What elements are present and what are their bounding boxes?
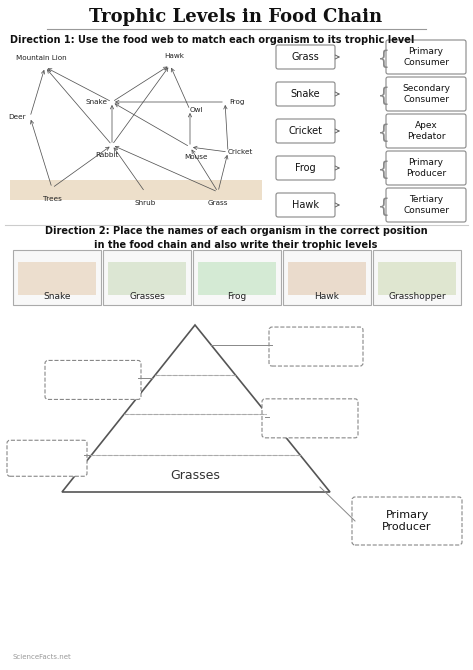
Text: Grasses: Grasses xyxy=(129,292,165,301)
Text: Tertiary
Consumer: Tertiary Consumer xyxy=(403,195,449,214)
FancyBboxPatch shape xyxy=(288,262,366,295)
Text: ScienceFacts.net: ScienceFacts.net xyxy=(12,654,71,660)
Polygon shape xyxy=(10,180,262,200)
Text: Grasses: Grasses xyxy=(170,469,220,482)
Text: Primary
Consumer: Primary Consumer xyxy=(403,48,449,67)
Text: Primary
Producer: Primary Producer xyxy=(382,510,432,532)
FancyBboxPatch shape xyxy=(378,262,456,295)
Text: Shrub: Shrub xyxy=(134,200,156,206)
Text: }: } xyxy=(374,48,386,66)
Text: Frog: Frog xyxy=(229,99,245,105)
FancyBboxPatch shape xyxy=(276,193,335,217)
FancyBboxPatch shape xyxy=(269,327,363,366)
FancyBboxPatch shape xyxy=(18,262,96,295)
Text: Trees: Trees xyxy=(43,196,61,202)
Text: }: } xyxy=(374,84,386,103)
FancyBboxPatch shape xyxy=(386,151,466,185)
Text: Direction 1: Use the food web to match each organism to its trophic level: Direction 1: Use the food web to match e… xyxy=(10,35,414,45)
Text: Deer: Deer xyxy=(8,114,26,120)
FancyBboxPatch shape xyxy=(262,399,358,438)
FancyBboxPatch shape xyxy=(103,250,191,305)
Text: Frog: Frog xyxy=(295,163,316,173)
Polygon shape xyxy=(62,325,330,492)
Text: Secondary
Consumer: Secondary Consumer xyxy=(402,84,450,104)
FancyBboxPatch shape xyxy=(13,250,101,305)
Text: Trophic Levels in Food Chain: Trophic Levels in Food Chain xyxy=(89,8,383,26)
Text: Grass: Grass xyxy=(292,52,319,62)
FancyBboxPatch shape xyxy=(386,114,466,148)
FancyBboxPatch shape xyxy=(283,250,371,305)
Text: Snake: Snake xyxy=(291,89,320,99)
FancyBboxPatch shape xyxy=(373,250,461,305)
Text: Cricket: Cricket xyxy=(289,126,323,136)
Text: Primary
Producer: Primary Producer xyxy=(406,158,446,178)
Text: Frog: Frog xyxy=(228,292,246,301)
FancyBboxPatch shape xyxy=(276,119,335,143)
FancyBboxPatch shape xyxy=(45,360,141,399)
FancyBboxPatch shape xyxy=(7,440,87,476)
Text: Apex
Predator: Apex Predator xyxy=(407,121,445,141)
Text: Rabbit: Rabbit xyxy=(96,152,119,158)
Text: Hawk: Hawk xyxy=(292,200,319,210)
FancyBboxPatch shape xyxy=(386,40,466,74)
Text: Cricket: Cricket xyxy=(228,149,253,155)
Text: }: } xyxy=(374,196,386,214)
FancyBboxPatch shape xyxy=(198,262,276,295)
Text: Grass: Grass xyxy=(208,200,228,206)
FancyBboxPatch shape xyxy=(276,156,335,180)
Text: Owl: Owl xyxy=(189,107,203,113)
Text: Grasshopper: Grasshopper xyxy=(388,292,446,301)
FancyBboxPatch shape xyxy=(276,45,335,69)
Text: Hawk: Hawk xyxy=(315,292,340,301)
FancyBboxPatch shape xyxy=(193,250,281,305)
FancyBboxPatch shape xyxy=(386,188,466,222)
FancyBboxPatch shape xyxy=(352,497,462,545)
FancyBboxPatch shape xyxy=(276,82,335,106)
Text: }: } xyxy=(374,121,386,141)
Text: Hawk: Hawk xyxy=(164,53,184,59)
Text: Mouse: Mouse xyxy=(184,154,208,160)
Text: Mountain Lion: Mountain Lion xyxy=(16,55,66,61)
FancyBboxPatch shape xyxy=(386,77,466,111)
Text: Snake: Snake xyxy=(43,292,71,301)
Text: Snake: Snake xyxy=(85,99,107,105)
Text: Direction 2: Place the names of each organism in the correct position
in the foo: Direction 2: Place the names of each org… xyxy=(44,226,427,250)
Text: }: } xyxy=(374,159,386,178)
FancyBboxPatch shape xyxy=(108,262,186,295)
